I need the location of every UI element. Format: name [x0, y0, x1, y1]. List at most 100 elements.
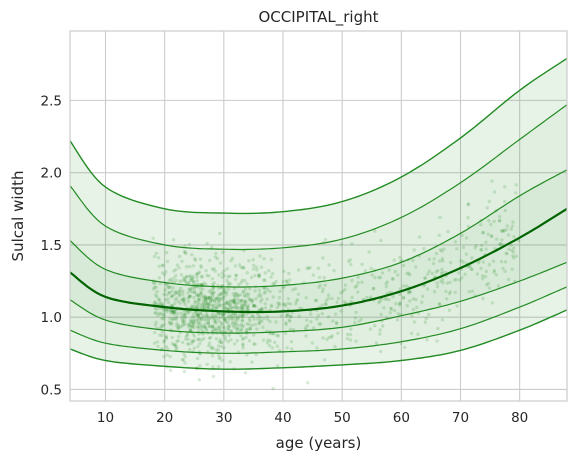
scatter-point — [241, 308, 245, 312]
scatter-point — [160, 324, 164, 328]
scatter-point — [154, 285, 158, 289]
scatter-point — [442, 247, 446, 251]
scatter-point — [262, 316, 266, 321]
scatter-point — [182, 352, 186, 356]
scatter-point — [470, 256, 474, 260]
scatter-point — [348, 332, 353, 337]
scatter-point — [424, 316, 428, 321]
scatter-point — [306, 266, 311, 270]
scatter-point — [167, 285, 171, 289]
scatter-point — [222, 302, 226, 306]
scatter-point — [220, 303, 225, 308]
scatter-point — [440, 249, 444, 253]
percentile-line — [69, 309, 568, 370]
scatter-point — [503, 208, 507, 213]
scatter-point — [222, 346, 226, 350]
scatter-point — [504, 228, 509, 232]
scatter-point — [277, 348, 282, 353]
x-tick-label: 40 — [274, 410, 291, 426]
scatter-point — [212, 267, 216, 271]
scatter-point — [199, 292, 203, 296]
scatter-point — [192, 319, 196, 324]
scatter-point — [256, 294, 261, 298]
scatter-point — [323, 238, 328, 242]
scatter-point — [233, 320, 238, 325]
scatter-point — [391, 277, 395, 281]
scatter-point — [379, 238, 383, 243]
scatter-point — [207, 274, 211, 278]
scatter-point — [354, 339, 358, 343]
scatter-point — [168, 316, 172, 321]
scatter-point — [250, 360, 254, 364]
scatter-point — [497, 242, 502, 246]
scatter-point — [182, 369, 187, 374]
scatter-point — [214, 348, 219, 352]
scatter-point — [182, 276, 186, 280]
scatter-point — [378, 275, 383, 280]
scatter-point — [490, 234, 494, 239]
scatter-point — [296, 292, 301, 296]
median-line — [69, 207, 568, 314]
scatter-point — [224, 320, 228, 324]
scatter-point — [239, 315, 243, 319]
scatter-point — [198, 286, 202, 291]
scatter-point — [191, 324, 195, 328]
scatter-point — [229, 338, 233, 342]
scatter-point — [350, 278, 354, 283]
scatter-point — [192, 322, 196, 326]
scatter-point — [162, 315, 166, 319]
scatter-point — [205, 306, 210, 311]
scatter-point — [360, 280, 364, 284]
scatter-point — [241, 314, 245, 319]
scatter-point — [221, 250, 225, 254]
scatter-point — [479, 266, 483, 271]
scatter-point — [387, 298, 391, 302]
scatter-point — [174, 317, 178, 322]
scatter-point — [214, 307, 219, 311]
scatter-point — [258, 292, 262, 296]
scatter-point — [234, 306, 239, 310]
scatter-point — [447, 308, 452, 312]
percentile-lines — [69, 57, 568, 370]
scatter-point — [228, 274, 232, 278]
scatter-point — [239, 299, 243, 303]
scatter-point — [212, 281, 216, 285]
scatter-point — [440, 277, 445, 282]
scatter-point — [226, 302, 230, 306]
scatter-point — [222, 287, 226, 292]
scatter-point — [469, 267, 474, 271]
scatter-point — [275, 364, 280, 368]
scatter-point — [230, 316, 234, 320]
scatter-point — [218, 303, 222, 307]
scatter-point — [233, 264, 238, 268]
scatter-point — [334, 320, 339, 325]
scatter-point — [222, 274, 226, 278]
scatter-point — [511, 254, 515, 258]
scatter-point — [397, 303, 401, 307]
scatter-point — [476, 261, 481, 265]
scatter-point — [501, 266, 505, 271]
scatter-point — [407, 290, 411, 294]
scatter-point — [184, 337, 188, 341]
scatter-point — [326, 315, 331, 319]
scatter-point — [217, 231, 222, 236]
scatter-point — [210, 315, 214, 319]
scatter-point — [182, 317, 186, 321]
scatter-point — [240, 307, 244, 311]
scatter-point — [398, 255, 402, 260]
y-tick-label: 0.5 — [41, 382, 62, 398]
scatter-point — [252, 304, 257, 308]
scatter-point — [288, 319, 292, 323]
scatter-point — [286, 301, 290, 306]
scatter-point — [162, 317, 166, 321]
scatter-point — [238, 293, 243, 297]
scatter-point — [423, 320, 427, 324]
scatter-point — [236, 316, 240, 320]
scatter-point — [210, 346, 214, 351]
scatter-point — [228, 302, 232, 307]
scatter-point — [211, 291, 215, 295]
scatter-point — [491, 259, 496, 263]
scatter-point — [173, 301, 177, 305]
scatter-point — [316, 266, 321, 270]
scatter-point — [169, 277, 173, 281]
